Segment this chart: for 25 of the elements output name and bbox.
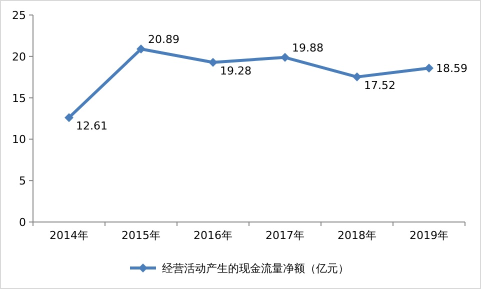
- y-tick-label: 15: [12, 92, 26, 105]
- legend-label: 经营活动产生的现金流量净额（亿元）: [162, 262, 349, 275]
- point: [424, 64, 434, 73]
- x-tick-label: 2015年: [122, 229, 160, 242]
- point: [352, 72, 362, 82]
- x-tick-label: 2019年: [410, 229, 448, 242]
- x-tick-label: 2018年: [338, 229, 376, 242]
- y-tick-label: 5: [19, 174, 26, 188]
- data-label: 19.88: [292, 41, 324, 54]
- point: [280, 52, 290, 62]
- x-tick-label: 2017年: [266, 229, 304, 242]
- data-label: 19.28: [220, 64, 252, 78]
- point: [64, 113, 74, 122]
- y-tick-label: 0: [19, 216, 26, 229]
- y-tick-label: 20: [12, 50, 26, 64]
- data-label: 20.89: [148, 33, 180, 46]
- data-label: 18.59: [436, 62, 468, 76]
- x-tick-label: 2014年: [50, 229, 88, 242]
- x-tick-label: 2016年: [194, 229, 232, 242]
- data-label: 17.52: [364, 78, 396, 92]
- point: [136, 44, 146, 54]
- data-label: 12.61: [76, 120, 108, 133]
- y-tick-label: 25: [12, 9, 26, 22]
- y-tick-label: 10: [12, 133, 26, 146]
- point: [208, 58, 218, 67]
